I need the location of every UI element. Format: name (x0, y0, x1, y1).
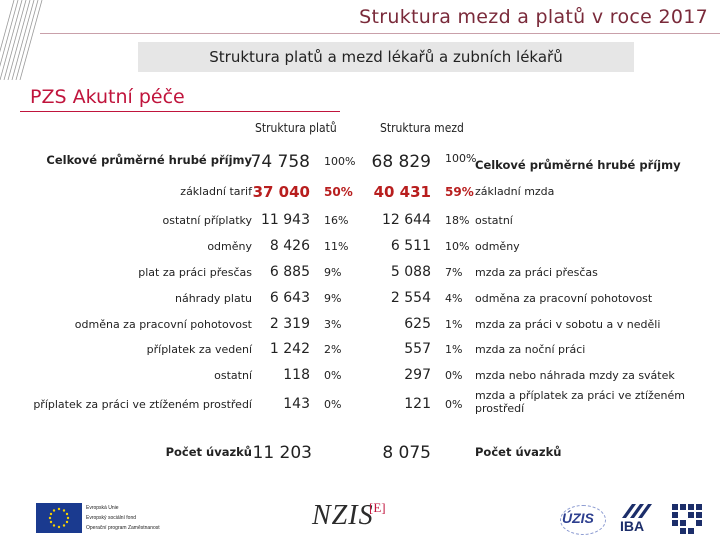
row-value-left: 2 319 (269, 316, 310, 332)
row-percent-left: 16% (324, 214, 349, 227)
row-value-left: 1 242 (269, 341, 310, 357)
row-percent-right: 100% (445, 152, 477, 165)
row-value-left: 118 (283, 367, 310, 383)
row-label-right: mzda za práci přesčas (475, 266, 598, 279)
row-label-right: Celkové průměrné hrubé příjmy (475, 158, 681, 172)
row-value-left: 6 643 (269, 290, 310, 306)
uzis-logo: ÚZIS (562, 510, 594, 526)
row-label-right: mzda nebo náhrada mzdy za svátek (475, 369, 675, 382)
row-label-right: odměna za pracovní pohotovost (475, 292, 653, 305)
row-label-right: základní mzda (475, 185, 555, 198)
row-label-right: mzda a příplatek za práci ve ztíženém pr… (475, 389, 686, 415)
totals-label-left: Počet úvazků (165, 445, 252, 459)
row-percent-right: 4% (445, 292, 463, 305)
section-title: PZS Akutní péče (30, 86, 185, 108)
totals-value-right: 8 075 (382, 443, 431, 463)
row-label-left: plat za práci přesčas (138, 266, 252, 279)
totals-value-left: 11 203 (252, 443, 312, 463)
row-percent-left: 9% (324, 266, 342, 279)
row-label-left: ostatní (214, 369, 252, 382)
column-header-salaries: Struktura platů (255, 121, 337, 135)
row-percent-left: 11% (324, 240, 349, 253)
totals-label-right: Počet úvazků (475, 445, 562, 459)
row-value-left: 8 426 (269, 238, 310, 254)
row-value-right: 2 554 (390, 290, 431, 306)
row-label-left: odměny (207, 240, 252, 253)
title-divider (40, 33, 720, 34)
row-percent-left: 0% (324, 369, 342, 382)
row-label-left: příplatek za práci ve ztíženém prostředí (33, 398, 252, 411)
row-percent-left: 50% (324, 185, 353, 199)
row-percent-left: 0% (324, 398, 342, 411)
row-value-right: 6 511 (390, 238, 431, 254)
page-title: Struktura mezd a platů v roce 2017 (359, 6, 708, 28)
section-divider (20, 111, 340, 112)
row-value-right: 40 431 (373, 183, 431, 201)
row-label-left: náhrady platu (175, 292, 252, 305)
row-value-left: 74 758 (250, 152, 310, 172)
row-label-left: základní tarif (180, 185, 252, 198)
row-label-left: Celkové průměrné hrubé příjmy (46, 153, 252, 167)
row-percent-left: 2% (324, 343, 342, 356)
row-value-left: 11 943 (261, 212, 310, 228)
column-header-wages: Struktura mezd (380, 121, 464, 135)
row-percent-right: 0% (445, 398, 463, 411)
row-percent-right: 18% (445, 214, 470, 227)
iba-logo: IBA (620, 518, 645, 534)
row-value-right: 557 (404, 341, 431, 357)
muni-logo-icon (672, 504, 702, 534)
nzis-logo-suffix: [E] (369, 500, 386, 515)
row-label-right: odměny (475, 240, 520, 253)
row-value-right: 297 (404, 367, 431, 383)
row-value-right: 5 088 (390, 264, 431, 280)
row-label-left: příplatek za vedení (146, 343, 252, 356)
eu-text-line1: Evropská Unie (86, 505, 119, 511)
eu-text-line3: Operační program Zaměstnanost (86, 525, 160, 531)
row-label-right: ostatní (475, 214, 513, 227)
subtitle-bar: Struktura platů a mezd lékařů a zubních … (138, 42, 634, 72)
row-percent-left: 9% (324, 292, 342, 305)
row-percent-right: 1% (445, 343, 463, 356)
row-label-left: ostatní příplatky (162, 214, 253, 227)
row-percent-right: 0% (445, 369, 463, 382)
row-value-right: 121 (404, 396, 431, 412)
row-label-left: odměna za pracovní pohotovost (74, 318, 252, 331)
subtitle: Struktura platů a mezd lékařů a zubních … (209, 48, 563, 66)
row-value-right: 625 (404, 316, 431, 332)
iba-logo-mark (622, 504, 652, 518)
row-value-left: 143 (283, 396, 310, 412)
row-value-left: 6 885 (269, 264, 310, 280)
row-percent-right: 59% (445, 185, 474, 199)
row-value-left: 37 040 (252, 183, 310, 201)
row-label-right: mzda za práci v sobotu a v neděli (475, 318, 661, 331)
nzis-logo: NZIS (312, 500, 374, 531)
eu-flag-logo (36, 503, 82, 533)
row-percent-left: 100% (324, 155, 356, 168)
row-percent-right: 10% (445, 240, 470, 253)
decorative-lines (0, 0, 43, 80)
row-value-right: 68 829 (371, 152, 431, 172)
row-percent-right: 1% (445, 318, 463, 331)
row-label-right: mzda za noční práci (475, 343, 586, 356)
row-percent-left: 3% (324, 318, 342, 331)
eu-text-line2: Evropský sociální fond (86, 515, 137, 521)
row-percent-right: 7% (445, 266, 463, 279)
uzis-logo-ring (560, 505, 606, 535)
row-value-right: 12 644 (382, 212, 431, 228)
